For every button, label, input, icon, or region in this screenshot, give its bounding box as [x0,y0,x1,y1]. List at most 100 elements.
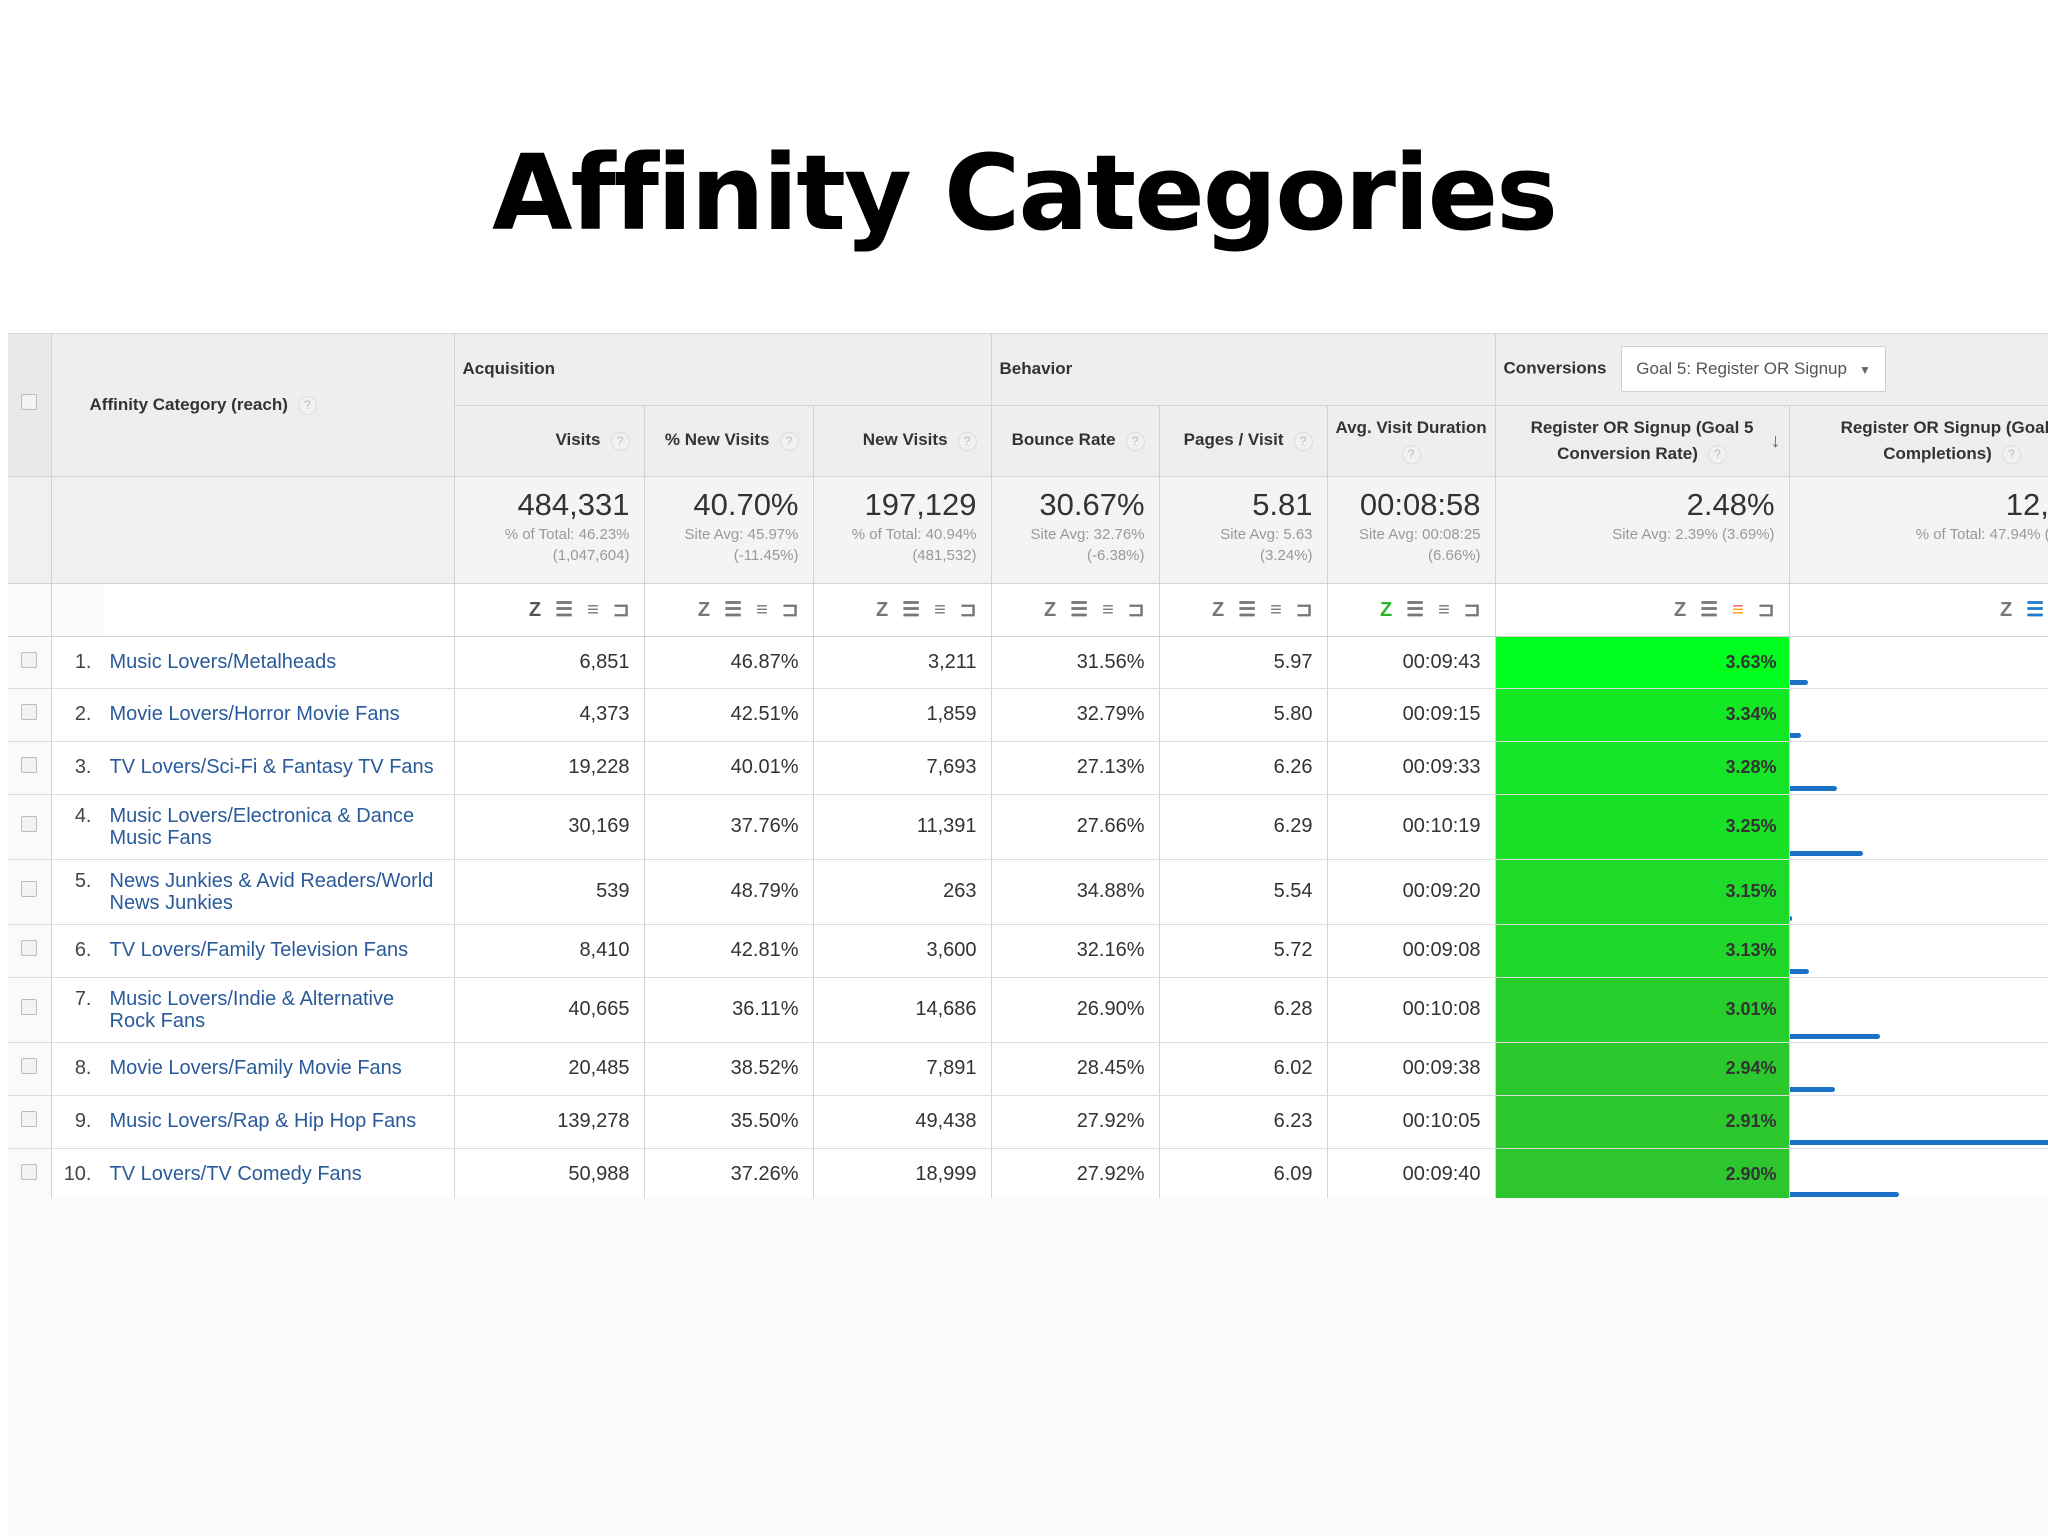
cell-pages-visit: 5.72 [1159,924,1328,978]
row-checkbox-cell[interactable] [8,794,52,860]
affinity-category-link[interactable]: Music Lovers/Indie & Alternative Rock Fa… [109,987,395,1032]
row-checkbox-cell[interactable] [8,1148,52,1199]
column-header-new-visits[interactable]: New Visits? [813,405,992,477]
row-checkbox[interactable] [21,999,38,1015]
table-view-icon[interactable]: Z [1379,599,1393,621]
comparison-view-icon[interactable]: ≡ [587,599,599,621]
column-label: Bounce Rate [1011,430,1116,450]
row-checkbox-cell[interactable] [8,977,52,1043]
row-checkbox[interactable] [21,651,38,668]
help-icon[interactable]: ? [1125,431,1145,451]
affinity-category-link[interactable]: Music Lovers/Metalheads [109,650,337,673]
help-icon[interactable]: ? [957,431,977,451]
column-header-bounce-rate[interactable]: Bounce Rate? [991,405,1160,477]
table-row[interactable]: 1. Music Lovers/Metalheads 6,851 46.87% 3,21… [8,636,2048,689]
column-header-pages-visit[interactable]: Pages / Visit? [1159,405,1328,477]
row-checkbox-cell[interactable] [8,859,52,925]
column-header-conversion-rate[interactable]: Register OR Signup (Goal 5 Conversion Ra… [1495,405,1790,477]
comparison-view-icon[interactable]: ≡ [756,599,768,621]
row-checkbox[interactable] [21,757,38,773]
affinity-category-link[interactable]: TV Lovers/Sci-Fi & Fantasy TV Fans [109,756,434,778]
row-checkbox-cell[interactable] [8,636,52,689]
table-row[interactable]: 6. TV Lovers/Family Television Fans 8,410 4… [8,924,2048,978]
row-checkbox-cell[interactable] [8,741,52,795]
help-icon[interactable]: ? [1293,431,1313,451]
pivot-view-icon[interactable]: ⊐ [1295,599,1313,621]
pivot-view-icon[interactable]: ⊐ [1757,599,1775,621]
cell-pages-visit: 6.09 [1159,1148,1328,1199]
affinity-category-link[interactable]: Music Lovers/Rap & Hip Hop Fans [109,1110,417,1132]
affinity-category-link[interactable]: Movie Lovers/Family Movie Fans [109,1057,402,1079]
table-view-icon[interactable]: Z [697,599,711,621]
comparison-view-icon[interactable]: ≡ [1102,599,1114,621]
row-checkbox-cell[interactable] [8,688,52,742]
pivot-view-icon[interactable]: ⊐ [1127,599,1145,621]
dimension-header[interactable]: Affinity Category (reach)? [51,334,455,477]
row-checkbox[interactable] [21,940,38,956]
viz-icons: Z ☰ ≡ ⊐ [1159,583,1328,637]
row-checkbox-cell[interactable] [8,924,52,978]
column-header-pct-new-visits[interactable]: % New Visits? [644,405,814,477]
performance-view-icon[interactable]: ☰ [1406,599,1425,621]
help-icon[interactable]: ? [2001,444,2021,464]
help-icon[interactable]: ? [1707,444,1727,464]
table-row[interactable]: 9. Music Lovers/Rap & Hip Hop Fans 139,278… [8,1095,2048,1149]
select-all-checkbox[interactable] [21,394,38,410]
table-row[interactable]: 3. TV Lovers/Sci-Fi & Fantasy TV Fans 19,2… [8,741,2048,795]
table-view-icon[interactable]: Z [1043,599,1057,621]
table-row[interactable]: 8. Movie Lovers/Family Movie Fans 20,485 38… [8,1042,2048,1096]
sort-descending-icon[interactable]: ↓ [1770,429,1781,452]
comparison-view-icon[interactable]: ≡ [934,599,946,621]
row-checkbox[interactable] [21,1163,38,1180]
help-icon[interactable]: ? [297,395,317,415]
row-checkbox[interactable] [21,704,38,720]
row-checkbox[interactable] [21,1058,38,1074]
table-row[interactable]: 7. Music Lovers/Indie & Alternative Rock … [8,977,2048,1043]
pivot-view-icon[interactable]: ⊐ [612,599,630,621]
affinity-category-link[interactable]: TV Lovers/TV Comedy Fans [109,1162,362,1185]
performance-view-icon[interactable]: ☰ [902,599,921,621]
column-header-visits[interactable]: Visits? [454,405,645,477]
heatmap-view-icon[interactable]: ≡ [1732,599,1744,621]
table-view-icon[interactable]: Z [1999,599,2013,621]
pivot-view-icon[interactable]: ⊐ [1463,599,1481,621]
table-row[interactable]: 4. Music Lovers/Electronica & Dance Music… [8,794,2048,860]
table-view-icon[interactable]: Z [1211,599,1225,621]
affinity-category-link[interactable]: Music Lovers/Electronica & Dance Music F… [109,804,415,849]
performance-view-icon[interactable]: ☰ [1070,599,1089,621]
pivot-view-icon[interactable]: ⊐ [959,599,977,621]
table-view-icon[interactable]: Z [1673,599,1687,621]
table-view-icon[interactable]: Z [528,599,542,621]
row-dimension: 7. Music Lovers/Indie & Alternative Rock … [51,977,455,1043]
table-view-icon[interactable]: Z [875,599,889,621]
column-header-completions[interactable]: Register OR Signup (Goal 5 Completions)? [1789,405,2048,477]
performance-view-icon[interactable]: ☰ [724,599,743,621]
table-row[interactable]: 2. Movie Lovers/Horror Movie Fans 4,373 42.… [8,688,2048,742]
table-row[interactable]: 5. News Junkies & Avid Readers/World News… [8,859,2048,925]
help-icon[interactable]: ? [779,431,799,451]
performance-view-icon[interactable]: ☰ [1700,599,1719,621]
affinity-category-link[interactable]: TV Lovers/Family Television Fans [109,939,409,961]
table-row[interactable]: 10. TV Lovers/TV Comedy Fans 50,988 37.26% 1… [8,1148,2048,1199]
column-header-avg-visit-duration[interactable]: Avg. Visit Duration? [1327,405,1496,477]
chevron-down-icon: ▼ [1858,363,1871,378]
cell-pct-new-visits: 35.50% [644,1095,814,1149]
affinity-category-link[interactable]: News Junkies & Avid Readers/World News J… [109,869,434,914]
performance-view-icon[interactable]: ☰ [1238,599,1257,621]
row-checkbox[interactable] [21,881,38,897]
help-icon[interactable]: ? [1401,444,1421,464]
select-all-cell[interactable] [8,334,52,477]
goal-select-dropdown[interactable]: Goal 5: Register OR Signup ▼ [1621,346,1886,393]
affinity-category-link[interactable]: Movie Lovers/Horror Movie Fans [109,703,400,725]
row-checkbox[interactable] [21,816,38,832]
performance-view-icon[interactable]: ☰ [555,599,574,621]
pivot-view-icon[interactable]: ⊐ [781,599,799,621]
row-checkbox[interactable] [21,1111,38,1127]
comparison-view-icon[interactable]: ≡ [1270,599,1282,621]
performance-view-icon[interactable]: ☰ [2026,599,2045,621]
comparison-view-icon[interactable]: ≡ [1438,599,1450,621]
row-checkbox-cell[interactable] [8,1095,52,1149]
row-checkbox-cell[interactable] [8,1042,52,1096]
summary-row: 484,331 % of Total: 46.23% (1,047,604) 40.… [8,476,2048,584]
help-icon[interactable]: ? [610,431,630,451]
